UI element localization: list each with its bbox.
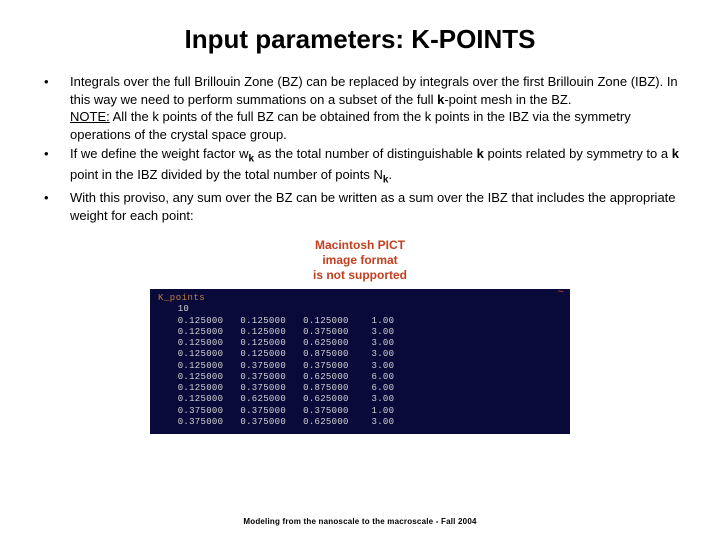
bullet-marker: • — [40, 73, 70, 143]
pict-placeholder: Macintosh PICT image format is not suppo… — [265, 238, 455, 283]
bullet-item: •If we define the weight factor wk as th… — [40, 145, 680, 187]
tilde-icon: ~ — [557, 287, 564, 299]
bullet-text: Integrals over the full Brillouin Zone (… — [70, 73, 680, 143]
footer-text: Modeling from the nanoscale to the macro… — [0, 517, 720, 526]
bullet-item: •Integrals over the full Brillouin Zone … — [40, 73, 680, 143]
terminal-table: 10 0.125000 0.125000 0.125000 1.00 0.125… — [172, 304, 562, 428]
pict-line: Macintosh PICT — [265, 238, 455, 253]
bullet-list: •Integrals over the full Brillouin Zone … — [40, 73, 680, 224]
content-area: •Integrals over the full Brillouin Zone … — [0, 73, 720, 434]
pict-line: image format — [265, 253, 455, 268]
bullet-marker: • — [40, 189, 70, 224]
page-title: Input parameters: K-POINTS — [0, 0, 720, 73]
bullet-item: •With this proviso, any sum over the BZ … — [40, 189, 680, 224]
terminal-header: K_points — [158, 293, 562, 303]
pict-line: is not supported — [265, 268, 455, 283]
bullet-text: If we define the weight factor wk as the… — [70, 145, 680, 187]
terminal-window: ~ K_points 10 0.125000 0.125000 0.125000… — [150, 289, 570, 434]
bullet-text: With this proviso, any sum over the BZ c… — [70, 189, 680, 224]
bullet-marker: • — [40, 145, 70, 187]
